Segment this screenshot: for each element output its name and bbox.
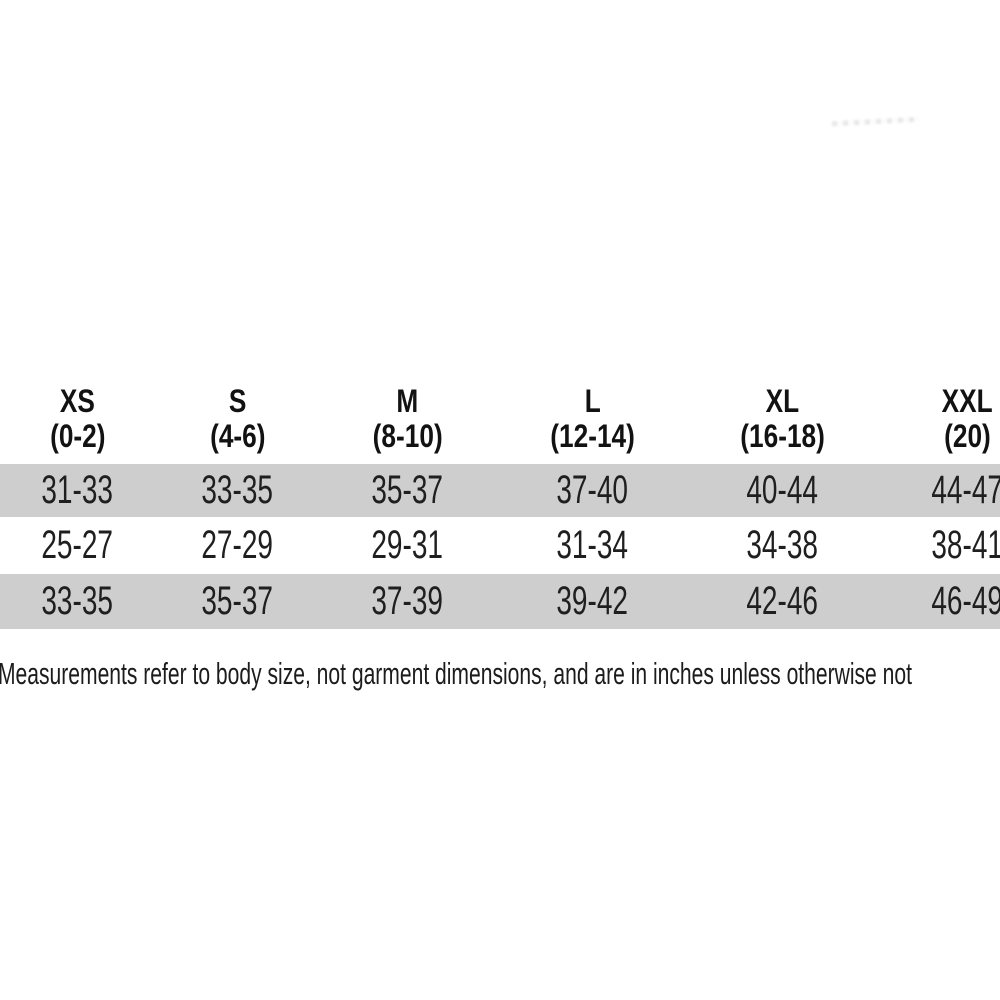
- measurement-note: Measurements refer to body size, not gar…: [0, 657, 1000, 691]
- table-cell: 29-31: [320, 517, 495, 574]
- size-range-text: (16-18): [740, 418, 825, 454]
- table-cell: 27-29: [155, 517, 320, 574]
- cell-value: 33-35: [201, 468, 274, 512]
- size-chart-table: XS (0-2) S (4-6) M (8-10) L (12-14) XL: [0, 383, 1000, 629]
- size-label-text: S: [228, 383, 247, 419]
- header-cell-l: L (12-14): [495, 383, 690, 453]
- table-header-row: XS (0-2) S (4-6) M (8-10) L (12-14) XL: [0, 383, 1000, 453]
- header-cell-xl: XL (16-18): [690, 383, 875, 453]
- cell-value: 31-33: [41, 468, 114, 512]
- cell-value: 46-49: [931, 579, 1000, 623]
- table-cell: 31-34: [495, 517, 690, 574]
- size-range-text: (12-14): [550, 418, 635, 454]
- table-cell: 37-40: [495, 464, 690, 517]
- cell-value: 37-39: [371, 579, 444, 623]
- cell-value: 42-46: [746, 579, 819, 623]
- table-cell: 40-44: [690, 464, 875, 517]
- size-range: (20): [939, 419, 996, 453]
- cell-value: 31-34: [556, 523, 629, 567]
- table-cell: 25-27: [0, 517, 155, 574]
- table-row: 33-35 35-37 37-39 39-42 42-46 46-49: [0, 574, 1000, 629]
- size-label-text: M: [396, 383, 419, 419]
- size-range: (0-2): [44, 419, 112, 453]
- header-cell-m: M (8-10): [320, 383, 495, 453]
- size-label-text: XXL: [941, 383, 994, 419]
- table-cell: 38-41: [875, 517, 1000, 574]
- size-label: XL: [762, 383, 803, 419]
- table-cell: 31-33: [0, 464, 155, 517]
- cell-value: 35-37: [371, 468, 444, 512]
- table-cell: 46-49: [875, 574, 1000, 629]
- table-cell: 42-46: [690, 574, 875, 629]
- cell-value: 33-35: [41, 579, 114, 623]
- size-label-text: L: [584, 383, 601, 419]
- size-range-text: (4-6): [209, 418, 266, 454]
- header-cell-xs: XS (0-2): [0, 383, 155, 453]
- cell-value: 35-37: [201, 579, 274, 623]
- table-cell: 34-38: [690, 517, 875, 574]
- table-clip-region: XS (0-2) S (4-6) M (8-10) L (12-14) XL: [0, 383, 1000, 629]
- size-label: S: [227, 383, 248, 419]
- size-label-text: XS: [59, 383, 96, 419]
- cell-value: 40-44: [746, 468, 819, 512]
- size-range: (16-18): [731, 419, 834, 453]
- table-cell: 44-47: [875, 464, 1000, 517]
- cell-value: 34-38: [746, 523, 819, 567]
- header-cell-s: S (4-6): [155, 383, 320, 453]
- size-label-text: XL: [765, 383, 800, 419]
- table-cell: 35-37: [155, 574, 320, 629]
- cell-value: 39-42: [556, 579, 629, 623]
- size-range: (8-10): [365, 419, 450, 453]
- table-cell: 33-35: [0, 574, 155, 629]
- size-label: M: [394, 383, 421, 419]
- size-label: XS: [56, 383, 99, 419]
- cell-value: 44-47: [931, 468, 1000, 512]
- size-label: L: [583, 383, 603, 419]
- table-cell: 39-42: [495, 574, 690, 629]
- cell-value: 25-27: [41, 523, 114, 567]
- table-cell: 37-39: [320, 574, 495, 629]
- cell-value: 38-41: [931, 523, 1000, 567]
- measurement-note-text: Measurements refer to body size, not gar…: [0, 657, 912, 691]
- size-range: (4-6): [204, 419, 272, 453]
- size-range-text: (20): [944, 418, 991, 454]
- table-row: 31-33 33-35 35-37 37-40 40-44 44-47: [0, 464, 1000, 517]
- table-cell: 35-37: [320, 464, 495, 517]
- header-cell-xxl: XXL (20): [875, 383, 1000, 453]
- size-range: (12-14): [541, 419, 644, 453]
- size-label: XXL: [936, 383, 998, 419]
- cell-value: 37-40: [556, 468, 629, 512]
- table-cell: 33-35: [155, 464, 320, 517]
- cell-value: 29-31: [371, 523, 444, 567]
- size-range-text: (0-2): [49, 418, 106, 454]
- cell-value: 27-29: [201, 523, 274, 567]
- watermark-smudge: [831, 116, 921, 127]
- size-range-text: (8-10): [372, 418, 443, 454]
- table-row: 25-27 27-29 29-31 31-34 34-38 38-41: [0, 517, 1000, 574]
